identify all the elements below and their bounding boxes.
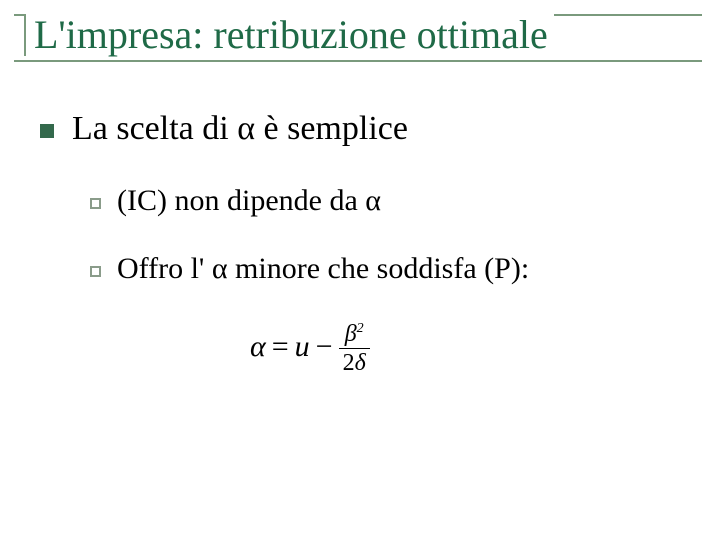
formula-lhs: α: [250, 330, 266, 364]
bullet-level2-text: (IC) non dipende da α: [117, 184, 381, 218]
hollow-square-bullet-icon: [90, 266, 101, 277]
fraction-bar-icon: [339, 348, 370, 349]
formula-den-var: δ: [355, 350, 366, 376]
title-bottom-rule: [14, 60, 702, 62]
bullet-level1-text: La scelta di α è semplice: [72, 110, 408, 148]
formula-eq: =: [272, 330, 289, 364]
bullet-level2: Offro l' α minore che soddisfa (P):: [90, 252, 680, 286]
formula: α = u − β2 2δ: [250, 320, 680, 373]
formula-den-coeff: 2: [343, 350, 355, 376]
bullet-level2: (IC) non dipende da α: [90, 184, 680, 218]
bullet-level2-text: Offro l' α minore che soddisfa (P):: [117, 252, 529, 286]
slide-body: La scelta di α è semplice (IC) non dipen…: [40, 110, 680, 373]
formula-numerator: β2: [341, 322, 368, 346]
formula-num-base: β: [345, 321, 357, 347]
formula-denominator: 2δ: [339, 351, 370, 375]
formula-num-sup: 2: [357, 321, 364, 336]
slide-title: L'impresa: retribuzione ottimale: [24, 14, 554, 56]
slide: L'impresa: retribuzione ottimale La scel…: [0, 0, 720, 540]
square-bullet-icon: [40, 124, 54, 138]
formula-fraction: β2 2δ: [339, 322, 370, 375]
formula-term1: u: [295, 330, 310, 364]
formula-minus: −: [316, 330, 333, 364]
title-block: L'impresa: retribuzione ottimale: [14, 14, 702, 62]
bullet-level1: La scelta di α è semplice: [40, 110, 680, 148]
hollow-square-bullet-icon: [90, 198, 101, 209]
